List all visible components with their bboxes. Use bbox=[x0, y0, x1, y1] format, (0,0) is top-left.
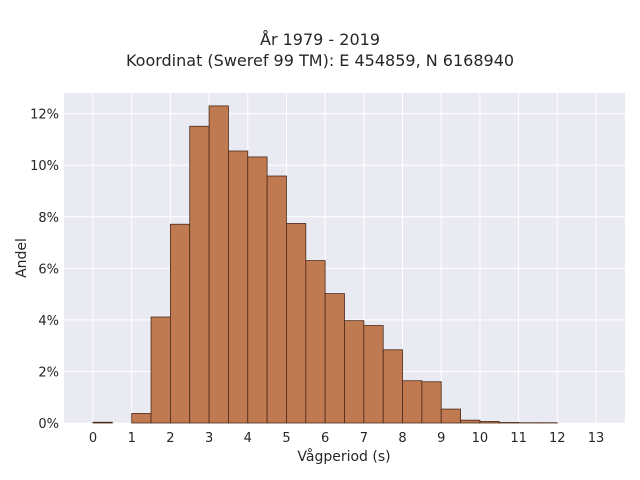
histogram-bar bbox=[92, 421, 113, 424]
y-tick-label: 10% bbox=[30, 159, 59, 174]
histogram-bars bbox=[92, 105, 558, 424]
histogram-bar bbox=[169, 223, 191, 424]
y-axis-ticks: 0% 2% 4% 6% 8% 10% 12% bbox=[30, 108, 59, 432]
histogram-bar bbox=[479, 421, 500, 424]
x-tick-label: 0 bbox=[89, 431, 97, 446]
histogram-bar bbox=[150, 316, 171, 424]
x-tick-label: 3 bbox=[205, 431, 213, 446]
histogram-bar bbox=[363, 325, 384, 424]
histogram-bar bbox=[498, 422, 520, 424]
x-tick-label: 12 bbox=[549, 431, 566, 446]
x-tick-label: 1 bbox=[128, 431, 136, 446]
chart-title-line-2: Koordinat (Sweref 99 TM): E 454859, N 61… bbox=[125, 51, 515, 70]
histogram-bar bbox=[421, 381, 442, 424]
y-axis-label: Andel bbox=[14, 238, 30, 278]
y-tick-label: 0% bbox=[38, 417, 59, 432]
x-tick-label: 5 bbox=[282, 431, 290, 446]
chart-title-line-1: År 1979 - 2019 bbox=[260, 30, 380, 49]
histogram-bar bbox=[344, 320, 365, 424]
x-tick-label: 10 bbox=[472, 431, 489, 446]
x-axis-label: Vågperiod (s) bbox=[297, 448, 390, 465]
x-tick-label: 7 bbox=[360, 431, 368, 446]
x-tick-label: 11 bbox=[510, 431, 527, 446]
histogram-bar bbox=[286, 223, 307, 424]
y-tick-label: 6% bbox=[38, 262, 59, 277]
histogram-bar bbox=[266, 175, 287, 424]
histogram-bar bbox=[189, 125, 210, 424]
y-tick-label: 12% bbox=[30, 108, 59, 123]
y-tick-label: 2% bbox=[38, 365, 59, 380]
x-tick-label: 13 bbox=[588, 431, 605, 446]
histogram-bar bbox=[228, 150, 249, 424]
histogram-bar bbox=[305, 260, 326, 424]
x-tick-label: 2 bbox=[166, 431, 174, 446]
histogram-bar bbox=[382, 349, 403, 424]
histogram-bar bbox=[247, 156, 268, 424]
histogram-bar bbox=[208, 105, 229, 424]
x-tick-label: 6 bbox=[321, 431, 329, 446]
histogram-bar bbox=[460, 419, 481, 424]
x-tick-label: 9 bbox=[437, 431, 445, 446]
histogram-bar bbox=[402, 380, 423, 424]
histogram-bar bbox=[324, 293, 345, 424]
histogram-bar bbox=[131, 413, 152, 424]
x-tick-label: 8 bbox=[398, 431, 406, 446]
x-tick-label: 4 bbox=[244, 431, 252, 446]
y-tick-label: 8% bbox=[38, 211, 59, 226]
y-tick-label: 4% bbox=[38, 314, 59, 329]
x-axis-ticks: 0 1 2 3 4 5 6 7 8 9 10 11 12 13 bbox=[89, 431, 604, 446]
histogram-bar bbox=[440, 408, 461, 424]
